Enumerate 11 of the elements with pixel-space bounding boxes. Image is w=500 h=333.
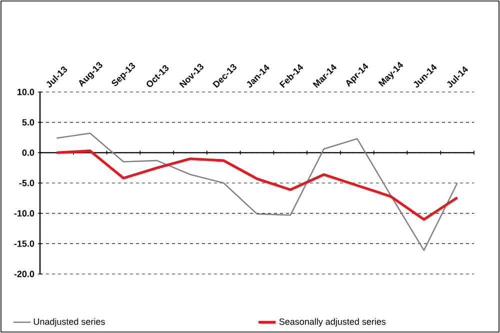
y-tick-label: 0.0 bbox=[22, 149, 34, 156]
y-tick-label: -5.0 bbox=[19, 180, 34, 186]
line-series bbox=[56, 132, 458, 251]
legend-label: Seasonally adjusted series bbox=[279, 318, 386, 327]
line-series bbox=[55, 150, 459, 221]
y-tick-label: -15.0 bbox=[14, 240, 34, 247]
y-tick-label: 10.0 bbox=[18, 88, 34, 96]
y-tick-label: 5.0 bbox=[22, 119, 34, 126]
y-tick-label: -10.0 bbox=[14, 210, 34, 217]
legend-label: Unadjusted series bbox=[34, 318, 105, 327]
y-tick-label: -20.0 bbox=[14, 270, 34, 278]
